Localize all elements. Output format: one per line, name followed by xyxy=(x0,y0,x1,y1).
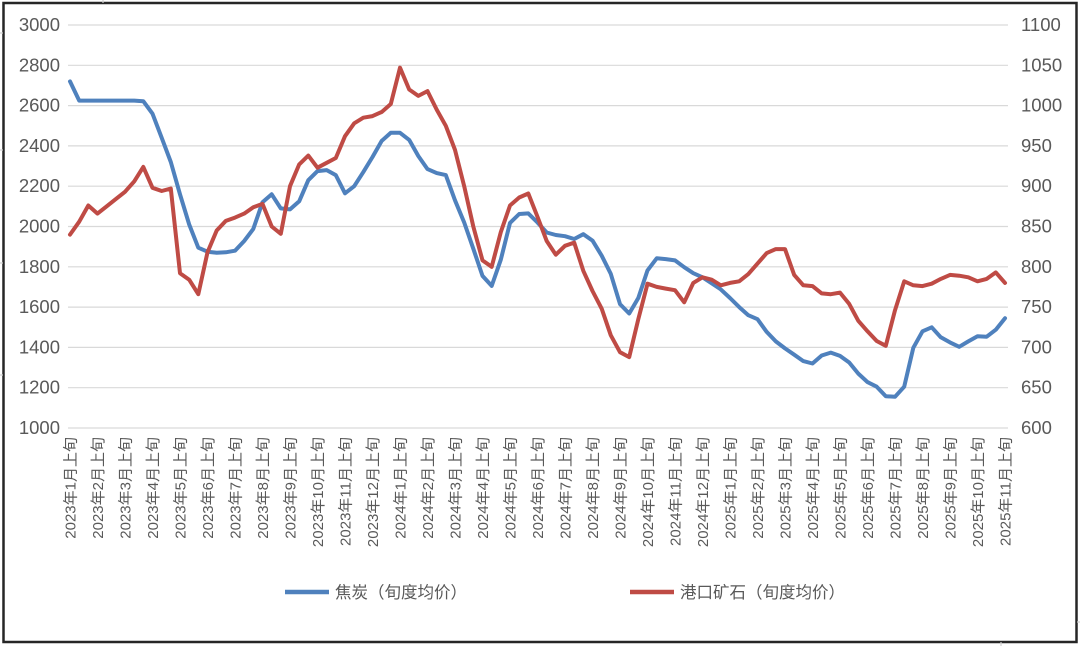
x-axis-tick-label: 2025年2月上旬 xyxy=(750,437,767,539)
x-axis-tick-label: 2023年4月上旬 xyxy=(145,437,162,539)
y-axis-right-tick-label: 900 xyxy=(1021,175,1052,196)
x-axis-tick-label: 2023年8月上旬 xyxy=(255,437,272,539)
x-axis-tick-label: 2024年3月上旬 xyxy=(448,437,465,539)
x-axis-tick-label: 2024年6月上旬 xyxy=(530,437,547,539)
x-axis-tick-label: 2025年1月上旬 xyxy=(723,437,740,539)
x-axis-tick-label: 2025年5月上旬 xyxy=(833,437,850,539)
y-axis-left-tick-label: 3000 xyxy=(19,14,60,35)
y-axis-left-tick-label: 1400 xyxy=(19,336,60,357)
y-axis-right-tick-label: 1100 xyxy=(1021,14,1061,35)
x-axis-tick-label: 2024年9月上旬 xyxy=(613,437,630,539)
x-axis-tick-label: 2024年5月上旬 xyxy=(503,437,520,539)
y-axis-right-tick-label: 800 xyxy=(1021,256,1052,277)
x-axis-tick-label: 2024年10月上旬 xyxy=(640,437,657,547)
x-axis-tick-label: 2024年4月上旬 xyxy=(475,437,492,539)
x-axis-tick-label: 2025年6月上旬 xyxy=(860,437,877,539)
x-axis-tick-label: 2025年4月上旬 xyxy=(805,437,822,539)
y-axis-right-tick-label: 1050 xyxy=(1021,54,1062,75)
x-axis-tick-label: 2025年10月上旬 xyxy=(970,437,987,547)
y-axis-right-tick-label: 700 xyxy=(1021,336,1052,357)
x-axis-tick-label: 2024年2月上旬 xyxy=(420,437,437,539)
y-axis-right-tick-label: 600 xyxy=(1021,417,1052,438)
x-axis-tick-label: 2023年3月上旬 xyxy=(118,437,135,539)
x-axis-tick-label: 2025年7月上旬 xyxy=(888,437,905,539)
x-axis-tick-label: 2024年8月上旬 xyxy=(585,437,602,539)
legend-label: 焦炭（旬度均价） xyxy=(335,583,467,602)
x-axis-tick-label: 2023年9月上旬 xyxy=(283,437,300,539)
y-axis-left-tick-label: 2800 xyxy=(19,54,60,75)
ore-series-line xyxy=(68,65,1007,360)
x-axis-tick-label: 2023年2月上旬 xyxy=(90,437,107,539)
y-axis-left-tick-label: 1800 xyxy=(19,256,60,277)
y-axis-right-tick-label: 650 xyxy=(1021,377,1052,398)
x-axis-tick-label: 2023年10月上旬 xyxy=(310,437,327,547)
y-axis-left-tick-label: 1200 xyxy=(19,377,60,398)
y-axis-left-tick-label: 2600 xyxy=(19,95,60,116)
y-axis-right-tick-label: 950 xyxy=(1021,135,1052,156)
y-axis-right-tick-label: 750 xyxy=(1021,296,1052,317)
x-axis-tick-label: 2023年6月上旬 xyxy=(200,437,217,539)
x-axis-tick-label: 2023年11月上旬 xyxy=(338,437,355,546)
y-axis-right-tick-label: 850 xyxy=(1021,216,1052,237)
x-axis-tick-label: 2023年12月上旬 xyxy=(365,437,382,547)
x-axis-tick-label: 2024年11月上旬 xyxy=(668,437,685,546)
x-axis-tick-label: 2025年8月上旬 xyxy=(915,437,932,539)
x-axis-tick-label: 2025年3月上旬 xyxy=(778,437,795,539)
x-axis-tick-label: 2023年7月上旬 xyxy=(228,437,245,539)
y-axis-left-tick-label: 1600 xyxy=(19,296,60,317)
x-axis-tick-label: 2023年1月上旬 xyxy=(63,437,80,539)
x-axis-tick-label: 2023年5月上旬 xyxy=(173,437,190,539)
x-axis-tick-label: 2025年9月上旬 xyxy=(943,437,960,539)
x-axis-tick-label: 2025年11月上旬 xyxy=(998,437,1015,546)
y-axis-left-tick-label: 2000 xyxy=(19,216,60,237)
y-axis-left-tick-label: 1000 xyxy=(19,417,60,438)
coke-series-line xyxy=(68,79,1007,399)
x-axis-tick-label: 2024年7月上旬 xyxy=(558,437,575,539)
x-axis-tick-label: 2024年12月上旬 xyxy=(695,437,712,547)
x-axis-tick-label: 2024年1月上旬 xyxy=(393,437,410,539)
y-axis-right-tick-label: 1000 xyxy=(1021,95,1062,116)
y-axis-left-tick-label: 2200 xyxy=(19,175,60,196)
y-axis-left-tick-label: 2400 xyxy=(19,135,60,156)
legend-label: 港口矿石（旬度均价） xyxy=(680,583,845,602)
